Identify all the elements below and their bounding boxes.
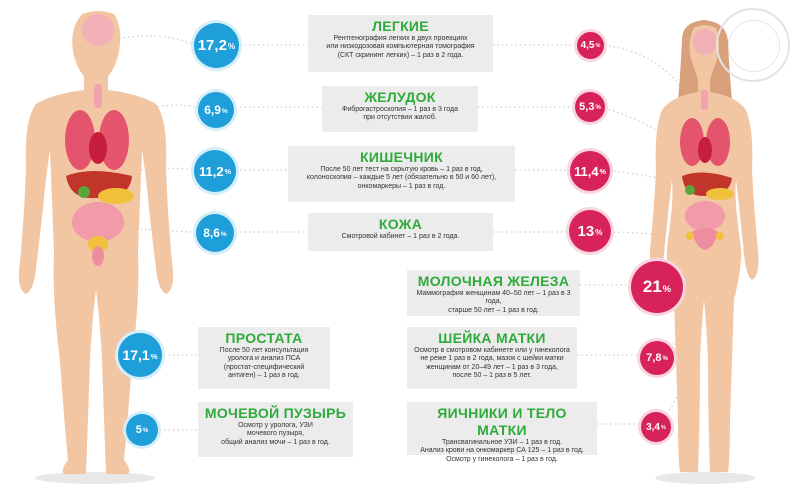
female-ovaries-pct: 3,4 <box>646 421 660 433</box>
male-bladder-unit: % <box>142 428 149 435</box>
prostate-desc-4: антиген) – 1 раз в год. <box>228 372 300 380</box>
cervix-desc-2: не реже 1 раз в 2 года, мазок с шейки ма… <box>420 355 564 363</box>
prostate-title: ПРОСТАТА <box>225 330 303 346</box>
female-stomach-pct: 5,3 <box>579 101 595 113</box>
intestine-desc-3: онкомаркеры – 1 раз в год. <box>357 182 446 190</box>
stomach-desc-1: Фиброгастроскопия – 1 раз в 3 года <box>342 106 458 113</box>
male-skin-unit: % <box>220 230 227 238</box>
female-body-figure <box>650 20 759 484</box>
female-ovaries-unit: % <box>661 424 666 431</box>
male-bladder-pct-badge: 5% <box>126 414 158 446</box>
cervix-desc-4: после 50 – 1 раз в 5 лет. <box>452 372 532 380</box>
female-stomach-pct-badge: 5,3% <box>575 92 605 122</box>
breast-desc-1: Маммография женщинам 40–50 лет – 1 раз в… <box>416 290 571 306</box>
female-skin-pct: 13 <box>577 222 595 240</box>
cervix-title: ШЕЙКА МАТКИ <box>438 330 546 346</box>
stomach-desc-2: при отсутствии жалоб. <box>363 114 437 122</box>
bladder-title: МОЧЕВОЙ ПУЗЫРЬ <box>204 405 347 421</box>
female-breast-pct: 21 <box>642 277 662 296</box>
female-cervix-pct: 7,8 <box>646 352 662 364</box>
intestine-desc-2: колоноскопия – каждые 5 лет (обязательно… <box>306 174 497 182</box>
ovaries-card: ЯИЧНИКИ И ТЕЛО МАТКИ Трансвагинальное УЗ… <box>407 402 597 463</box>
prostate-card: ПРОСТАТА После 50 лет консультация уроло… <box>198 327 330 389</box>
intestine-desc-1: После 50 лет тест на скрытую кровь – 1 р… <box>320 166 483 173</box>
breast-title: МОЛОЧНАЯ ЖЕЛЕЗА <box>417 273 570 289</box>
watermark-seal <box>716 8 790 82</box>
male-stomach-pct: 6,9 <box>204 103 221 117</box>
male-prostate-pct: 17,1 <box>122 347 150 363</box>
male-stomach-pct-badge: 6,9% <box>198 92 234 128</box>
male-skin-pct: 8,6 <box>203 226 220 240</box>
stomach-card: ЖЕЛУДОК Фиброгастроскопия – 1 раз в 3 го… <box>322 86 478 132</box>
female-skin-pct-badge: 13% <box>569 210 611 252</box>
female-intestine-pct-badge: 11,4% <box>570 151 610 191</box>
female-stomach-unit: % <box>595 105 601 112</box>
cervix-desc-1: Осмотр в смотровом кабинете или у гинеко… <box>414 347 570 354</box>
female-ovaries-pct-badge: 3,4% <box>641 412 671 442</box>
ovaries-desc-2: Анализ крови на онкомаркер СА 125 – 1 ра… <box>420 447 584 455</box>
cervix-desc-3: женщинам от 20–49 лет – 1 раз в 3 года, <box>426 363 558 371</box>
breast-card: МОЛОЧНАЯ ЖЕЛЕЗА Маммография женщинам 40–… <box>407 270 580 316</box>
male-intestine-unit: % <box>224 168 231 177</box>
breast-desc-2: старше 50 лет – 1 раз в год. <box>448 306 539 314</box>
bladder-card: МОЧЕВОЙ ПУЗЫРЬ Осмотр у уролога, УЗИ моч… <box>198 402 353 457</box>
female-lungs-unit: % <box>595 43 601 50</box>
bladder-desc-2: мочевого пузыря, <box>247 430 304 438</box>
female-skin-unit: % <box>595 227 603 237</box>
male-bladder-pct: 5 <box>135 424 142 436</box>
female-cervix-unit: % <box>662 356 668 363</box>
lungs-desc-3: (СКТ скрининг легких) – 1 раз в 2 года. <box>337 51 464 59</box>
female-intestine-pct: 11,4 <box>574 163 599 179</box>
male-stomach-unit: % <box>221 107 228 115</box>
prostate-desc-1: После 50 лет консультация <box>219 347 309 354</box>
skin-card: КОЖА Смотровой кабинет – 1 раз в 2 года. <box>308 213 493 251</box>
ovaries-desc-1: Трансвагинальное УЗИ – 1 раз в год. <box>442 439 562 446</box>
intestine-card: КИШЕЧНИК После 50 лет тест на скрытую кр… <box>288 146 515 202</box>
male-intestine-pct-badge: 11,2% <box>194 150 236 192</box>
male-prostate-pct-badge: 17,1% <box>118 333 162 377</box>
prostate-desc-3: (простат-специфический <box>223 363 305 371</box>
female-lungs-pct-badge: 4,5% <box>577 32 604 59</box>
prostate-desc-2: уролога и анализ ПСА <box>227 355 301 363</box>
skin-title: КОЖА <box>378 216 423 232</box>
ovaries-title: ЯИЧНИКИ И ТЕЛО МАТКИ <box>437 405 567 438</box>
female-lungs-pct: 4,5 <box>580 40 595 51</box>
lungs-desc-1: Рентгенография легких в двух проекциях <box>333 35 468 42</box>
skin-desc-1: Смотровой кабинет – 1 раз в 2 года. <box>341 233 460 240</box>
male-lungs-pct-badge: 17,2% <box>194 23 239 68</box>
female-cervix-pct-badge: 7,8% <box>640 341 674 375</box>
lungs-title: ЛЕГКИЕ <box>372 18 429 34</box>
intestine-title: КИШЕЧНИК <box>360 149 443 165</box>
male-body-figure <box>18 11 174 484</box>
female-intestine-unit: % <box>599 168 606 177</box>
male-intestine-pct: 11,2 <box>199 163 224 179</box>
male-lungs-unit: % <box>227 42 236 52</box>
male-lungs-pct: 17,2 <box>197 37 227 54</box>
female-breast-unit: % <box>662 283 672 294</box>
stomach-title: ЖЕЛУДОК <box>364 89 436 105</box>
bladder-desc-1: Осмотр у уролога, УЗИ <box>238 422 313 429</box>
female-breast-pct-badge: 21% <box>631 261 683 313</box>
lungs-desc-2: или низкодозовая компьютерная томография <box>326 43 475 51</box>
ovaries-desc-3: Осмотр у гинеколога – 1 раз в год. <box>446 455 558 463</box>
male-prostate-unit: % <box>150 351 158 361</box>
male-skin-pct-badge: 8,6% <box>196 214 234 252</box>
cervix-card: ШЕЙКА МАТКИ Осмотр в смотровом кабинете … <box>407 327 577 389</box>
lungs-card: ЛЕГКИЕ Рентгенография легких в двух прое… <box>308 15 493 72</box>
bladder-desc-3: общий анализ мочи – 1 раз в год. <box>221 438 330 446</box>
